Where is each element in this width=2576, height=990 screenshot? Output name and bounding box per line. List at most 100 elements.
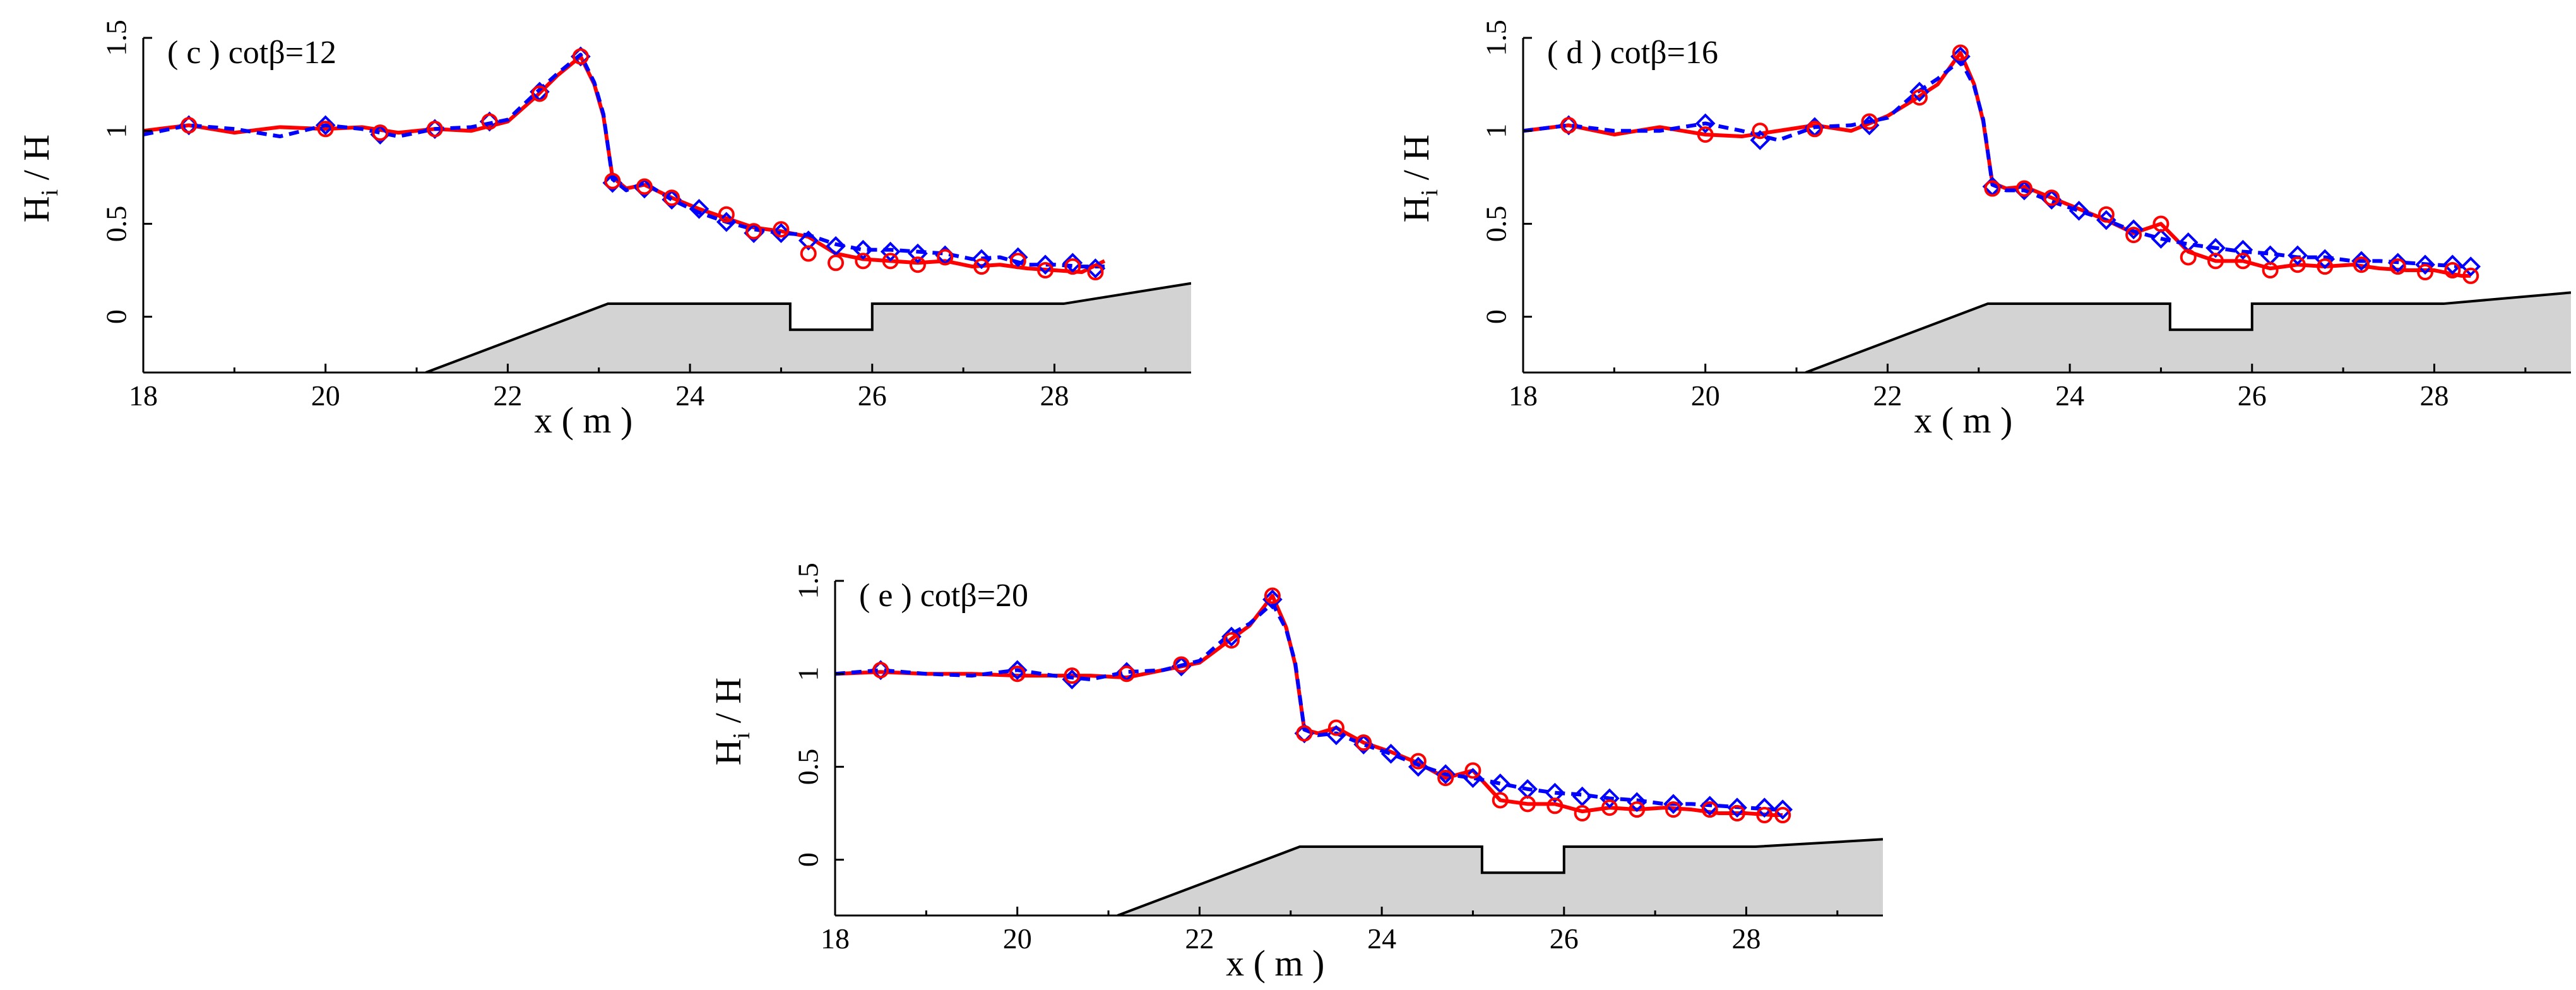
red-circle-marker xyxy=(872,662,889,679)
red-circle-marker xyxy=(909,256,926,273)
red-circle-marker xyxy=(2015,180,2033,197)
y-axis-label-main: H xyxy=(16,196,57,222)
red-circle-marker xyxy=(2235,253,2252,270)
red-circle-marker xyxy=(1173,656,1190,673)
blue-diamond-marker xyxy=(2387,253,2408,273)
blue-diamond-marker xyxy=(1062,253,1083,273)
red-circle-marker xyxy=(1118,665,1135,683)
panel-title: ( e ) cotβ=20 xyxy=(859,578,1028,614)
red-circle-marker xyxy=(2152,215,2169,232)
blue-diamond-marker xyxy=(1353,734,1374,754)
red-circle-marker xyxy=(181,117,198,134)
blue-diamond-marker xyxy=(689,199,709,219)
blue-diamond-marker xyxy=(1772,799,1793,820)
x-tick-label: 18 xyxy=(1509,379,1538,412)
x-tick-label: 20 xyxy=(311,379,340,412)
red-circle-marker xyxy=(2125,227,2142,244)
red-circle-marker xyxy=(1437,770,1454,787)
y-tick-label: 0 xyxy=(1480,309,1512,324)
x-tick-label: 28 xyxy=(2419,379,2448,412)
x-axis-label: x ( m ) xyxy=(1914,400,2012,441)
red-circle-marker xyxy=(1952,44,1969,61)
red-circle-marker xyxy=(2462,267,2479,284)
red-circle-marker xyxy=(531,85,548,102)
red-circle-marker xyxy=(2262,262,2279,279)
blue-diamond-marker xyxy=(2233,239,2253,260)
red-circle-marker xyxy=(1410,753,1427,770)
blue-diamond-marker xyxy=(1221,626,1242,647)
red-circle-marker xyxy=(1037,262,1054,279)
red-circle-marker xyxy=(773,221,790,238)
red-circle-marker xyxy=(372,124,389,141)
blue-diamond-marker xyxy=(1754,797,1775,818)
red-circle-marker xyxy=(1701,801,1718,818)
red-circle-marker xyxy=(1327,719,1344,736)
red-circle-marker xyxy=(1629,801,1646,818)
red-circle-marker xyxy=(663,189,680,206)
y-tick-label: 1.5 xyxy=(1480,20,1512,56)
blue-diamond-marker xyxy=(2205,237,2226,258)
blue-diamond-marker xyxy=(771,223,792,243)
red-circle-marker xyxy=(1296,725,1313,742)
x-tick-label: 24 xyxy=(2055,379,2084,412)
y-tick-label: 1 xyxy=(792,667,824,681)
blue-diamond-marker xyxy=(880,241,901,262)
red-circle-marker xyxy=(745,223,763,240)
red-circle-marker xyxy=(828,254,845,271)
y-axis-label: Hi / H xyxy=(1396,134,1443,222)
y-axis-label-subscript: i xyxy=(728,732,755,739)
x-tick-label: 18 xyxy=(821,922,850,955)
x-tick-label: 22 xyxy=(493,379,522,412)
blue-diamond-marker xyxy=(1859,115,1880,136)
red-circle-marker xyxy=(2353,256,2370,273)
red-circle-marker xyxy=(1464,762,1481,779)
blue-diamond-marker xyxy=(1750,130,1771,150)
plot-area xyxy=(143,46,1191,373)
x-tick-label: 28 xyxy=(1731,922,1760,955)
y-tick-label: 0.5 xyxy=(1480,206,1512,242)
plot-area xyxy=(1523,44,2571,373)
blue-dashed-line xyxy=(1523,58,2471,269)
y-axis-label-rest: / H xyxy=(1396,134,1437,189)
y-tick-label: 0 xyxy=(100,309,133,324)
red-circle-marker xyxy=(1009,253,1026,270)
blue-diamond-marker xyxy=(2460,256,2481,277)
red-circle-marker xyxy=(1560,117,1577,134)
blue-diamond-marker xyxy=(1085,258,1106,278)
red-circle-marker xyxy=(2098,206,2115,223)
red-circle-marker xyxy=(1492,792,1509,809)
y-axis-label: Hi / H xyxy=(708,677,755,765)
panel-title: ( d ) cotβ=16 xyxy=(1547,35,1718,71)
red-circle-marker xyxy=(1009,665,1026,683)
blue-diamond-marker xyxy=(2442,254,2463,275)
red-circle-marker xyxy=(317,121,334,138)
blue-diamond-marker xyxy=(908,243,928,264)
blue-diamond-marker xyxy=(2123,219,2144,240)
red-circle-marker xyxy=(1355,734,1372,751)
blue-diamond-marker xyxy=(662,189,682,210)
red-circle-marker xyxy=(1806,121,1823,138)
panel-title: ( c ) cotβ=12 xyxy=(167,35,336,71)
x-tick-label: 24 xyxy=(675,379,704,412)
y-tick-label: 0 xyxy=(792,852,824,867)
blue-diamond-marker xyxy=(853,239,874,260)
x-tick-label: 26 xyxy=(2238,379,2267,412)
blue-diamond-marker xyxy=(1262,589,1283,610)
blue-diamond-marker xyxy=(1171,656,1192,677)
x-axis-label: x ( m ) xyxy=(534,400,632,441)
blue-diamond-marker xyxy=(1909,81,1930,102)
blue-diamond-marker xyxy=(1435,764,1456,785)
red-circle-marker xyxy=(718,206,735,223)
blue-diamond-marker xyxy=(1007,247,1028,268)
red-circle-marker xyxy=(1519,796,1536,813)
x-tick-label: 20 xyxy=(1691,379,1720,412)
red-circle-marker xyxy=(1064,667,1081,684)
blue-diamond-marker xyxy=(798,230,819,251)
red-circle-marker xyxy=(855,253,872,270)
y-axis-label-subscript: i xyxy=(1416,189,1443,196)
y-tick-label: 0.5 xyxy=(792,749,824,785)
blue-diamond-marker xyxy=(2069,201,2089,221)
x-tick-label: 26 xyxy=(858,379,887,412)
seabed-fill xyxy=(1805,292,2571,373)
